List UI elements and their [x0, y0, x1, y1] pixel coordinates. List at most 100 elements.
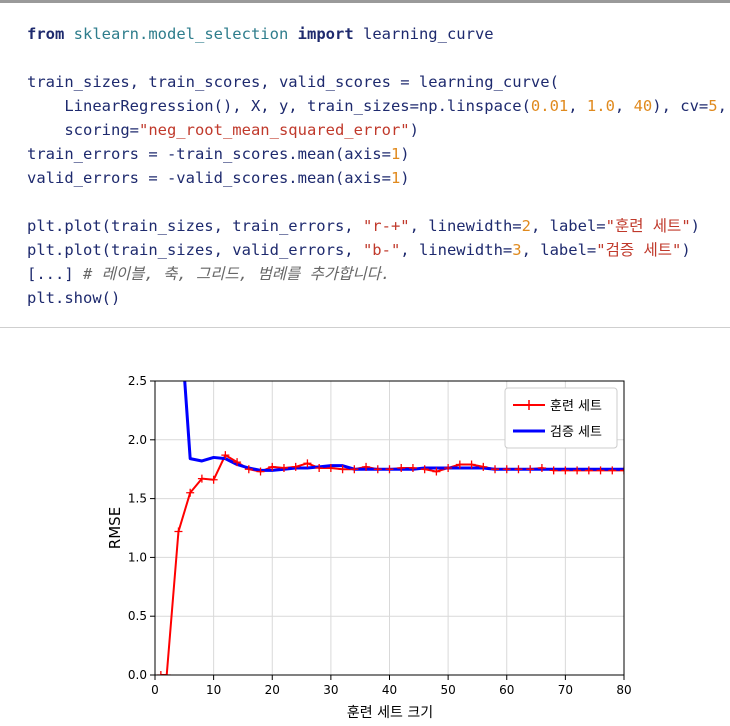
- train-point: [209, 475, 218, 484]
- code-token: ): [400, 169, 410, 187]
- code-token: 40: [633, 97, 653, 115]
- x-tick-label: 40: [382, 683, 397, 697]
- train-point: [561, 466, 570, 475]
- train-point: [455, 460, 464, 469]
- code-token: "훈련 세트": [605, 217, 691, 235]
- train-point: [197, 474, 206, 483]
- train-point: [268, 462, 277, 471]
- train-point: [467, 460, 476, 469]
- code-token: ), cv=: [652, 97, 709, 115]
- code-token: [288, 25, 297, 43]
- x-tick-label: 80: [616, 683, 631, 697]
- code-line: LinearRegression(), X, y, train_sizes=np…: [27, 96, 727, 116]
- code-token: ,: [568, 97, 587, 115]
- legend-train-label: 훈련 세트: [550, 399, 602, 414]
- code-token: 3: [512, 241, 522, 259]
- code-token: "neg_root_mean_squared_error": [138, 121, 410, 139]
- code-token: plt.plot(train_sizes, valid_errors,: [27, 241, 363, 259]
- train-point: [326, 464, 335, 473]
- train-point: [432, 467, 441, 476]
- train-point: [362, 462, 371, 471]
- x-tick-label: 20: [265, 683, 280, 697]
- train-point: [244, 465, 253, 474]
- code-block: from sklearn.model_selection import lear…: [0, 0, 730, 328]
- code-token: LinearRegression(), X, y, train_sizes=np…: [27, 97, 531, 115]
- train-point: [303, 459, 312, 468]
- chart-svg: 0 10 20 30 40 50 60 70 80 0.0 0.5 1.0 1.5 2.0 2.5 훈련 세…: [106, 374, 632, 721]
- x-tick-label: 70: [558, 683, 573, 697]
- train-point: [526, 465, 535, 474]
- code-token: 0.01: [530, 97, 569, 115]
- code-line: plt.show(): [27, 288, 120, 308]
- code-token: ): [409, 121, 419, 139]
- code-token: plt.show(): [27, 289, 121, 307]
- train-point: [397, 464, 406, 473]
- train-point: [315, 464, 324, 473]
- code-token: 2: [521, 217, 531, 235]
- legend-box: [504, 387, 618, 449]
- y-axis-label: RMSE: [106, 507, 124, 549]
- valid-error-line: [183, 381, 624, 472]
- code-token: 1.0: [586, 97, 615, 115]
- y-tick-label: 1.0: [128, 550, 147, 564]
- code-token: ): [400, 145, 410, 163]
- train-point: [502, 465, 511, 474]
- code-token: from: [27, 25, 65, 43]
- code-token: sklearn.model_selection: [73, 25, 289, 43]
- train-point: [256, 467, 265, 476]
- train-point: [573, 466, 582, 475]
- code-token: learning_curve: [353, 25, 494, 43]
- code-token: ): [681, 241, 691, 259]
- train-point: [162, 671, 171, 675]
- train-point: [596, 466, 605, 475]
- code-token: "검증 세트": [596, 241, 682, 259]
- code-token: train_sizes, train_scores, valid_scores …: [27, 73, 559, 91]
- code-token: import: [297, 25, 354, 43]
- train-point: [479, 462, 488, 471]
- code-token: "b-": [362, 241, 401, 259]
- code-token: [64, 25, 73, 43]
- x-tick-label: 0: [151, 683, 159, 697]
- code-token: ,: [717, 97, 727, 115]
- train-point: [444, 464, 453, 473]
- train-point: [385, 465, 394, 474]
- x-tick-label: 10: [206, 683, 221, 697]
- legend-train-marker: [524, 400, 534, 410]
- y-tick-label: 0.0: [128, 668, 147, 682]
- x-tick-label: 30: [323, 683, 338, 697]
- code-token: ,: [614, 97, 634, 115]
- code-token: "r-+": [362, 217, 410, 235]
- code-token: train_errors = -train_scores.mean(axis=: [27, 145, 391, 163]
- train-point: [549, 466, 558, 475]
- train-point: [514, 465, 523, 474]
- train-point: [537, 464, 546, 473]
- y-tick-label: 0.5: [128, 609, 147, 623]
- train-point: [279, 464, 288, 473]
- code-token: # 레이블, 축, 그리드, 범례를 추가합니다.: [83, 265, 391, 283]
- code-token: scoring=: [27, 121, 139, 139]
- train-point: [338, 465, 347, 474]
- legend-valid-label: 검증 세트: [550, 425, 602, 440]
- y-tick-label: 1.5: [128, 492, 147, 506]
- code-line: plt.plot(train_sizes, valid_errors, "b-"…: [27, 240, 691, 260]
- train-point: [620, 466, 624, 475]
- train-point: [584, 466, 593, 475]
- x-tick-label: 50: [440, 683, 455, 697]
- y-tick-label: 2.5: [128, 374, 147, 388]
- code-token: valid_errors = -valid_scores.mean(axis=: [27, 169, 391, 187]
- train-point: [491, 465, 500, 474]
- code-line: train_errors = -train_scores.mean(axis=1…: [27, 144, 410, 164]
- code-line: train_sizes, train_scores, valid_scores …: [27, 72, 559, 92]
- code-line: plt.plot(train_sizes, train_errors, "r-+…: [27, 216, 700, 236]
- train-point: [350, 465, 359, 474]
- train-point: [221, 451, 230, 460]
- legend: 훈련 세트 검증 세트: [504, 387, 618, 449]
- code-line: valid_errors = -valid_scores.mean(axis=1…: [27, 168, 410, 188]
- code-token: , linewidth=: [400, 241, 513, 259]
- train-point: [233, 458, 242, 467]
- code-token: 1: [390, 145, 401, 163]
- train-point: [291, 462, 300, 471]
- code-line: [...] # 레이블, 축, 그리드, 범례를 추가합니다.: [27, 264, 390, 284]
- train-point: [186, 488, 195, 497]
- code-token: , linewidth=: [409, 217, 522, 235]
